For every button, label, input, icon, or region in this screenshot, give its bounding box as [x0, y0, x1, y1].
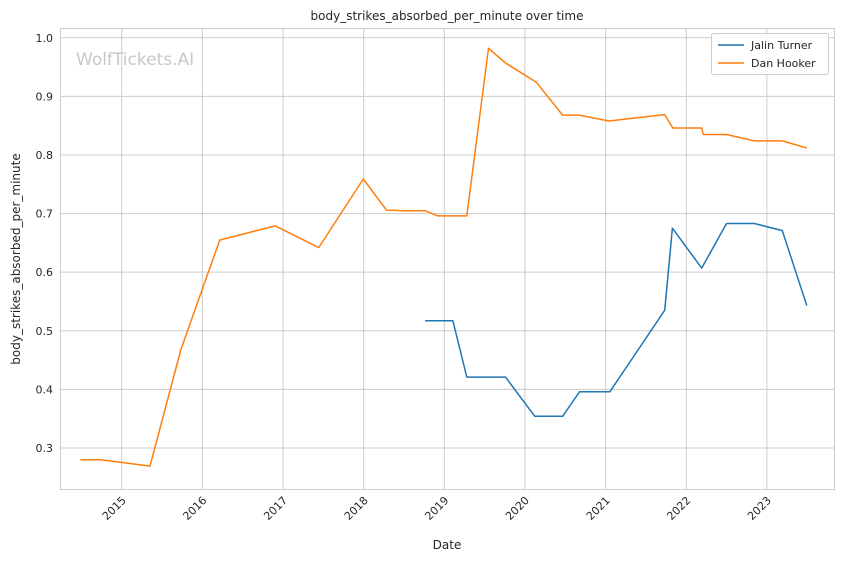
y-axis-label: body_strikes_absorbed_per_minute	[9, 153, 23, 364]
legend-label-dan-hooker: Dan Hooker	[751, 57, 816, 70]
y-tick-labels: 0.3 0.4 0.5 0.6 0.7 0.8 0.9 1.0	[36, 32, 54, 455]
y-tick-label: 1.0	[36, 32, 54, 45]
legend-box	[711, 33, 829, 75]
y-tick-label: 0.8	[36, 149, 54, 162]
y-tick-label: 0.9	[36, 90, 54, 103]
series-layer	[80, 47, 808, 467]
series-line-dan-hooker	[80, 47, 808, 467]
y-tick-label: 0.3	[36, 442, 54, 455]
grid	[61, 29, 834, 489]
plot-frame	[60, 28, 835, 490]
chart-title: body_strikes_absorbed_per_minute over ti…	[311, 9, 584, 23]
legend: Jalin Turner Dan Hooker	[711, 33, 829, 75]
series-line-jalin-turner	[425, 222, 808, 418]
y-tick-label: 0.7	[36, 208, 54, 221]
y-tick-label: 0.5	[36, 325, 54, 338]
legend-label-jalin-turner: Jalin Turner	[750, 39, 813, 52]
watermark: WolfTickets.AI	[76, 50, 194, 70]
y-tick-label: 0.4	[36, 383, 54, 396]
x-axis-label: Date	[433, 538, 462, 552]
y-tick-label: 0.6	[36, 266, 54, 279]
